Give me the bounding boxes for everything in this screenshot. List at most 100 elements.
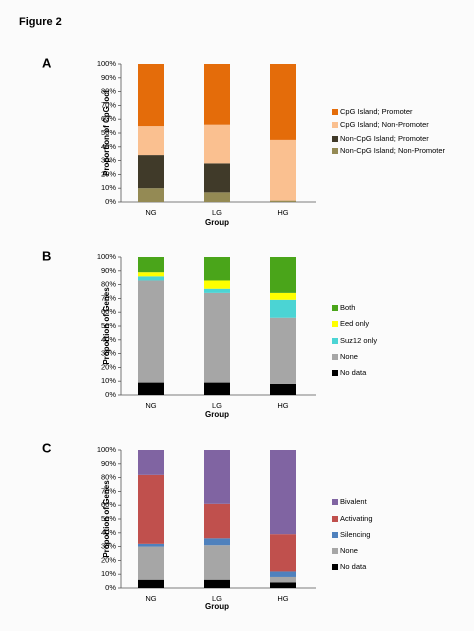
legend-label: CpG Island; Non-Promoter [340, 120, 429, 129]
y-tick-label: 10% [101, 376, 116, 385]
bar-HG-series-1 [270, 576, 296, 583]
legend-label: No data [340, 368, 367, 377]
legend-label: Non-CpG Island; Non-Promoter [340, 146, 446, 155]
y-tick-label: 90% [101, 459, 116, 468]
legend-swatch [332, 122, 338, 128]
bar-LG-series-4 [204, 450, 230, 504]
legend-swatch [332, 354, 338, 360]
legend-swatch [332, 499, 338, 505]
bar-LG-series-0 [204, 579, 230, 588]
bar-HG-series-4 [270, 450, 296, 535]
bar-LG-series-1 [204, 545, 230, 580]
y-tick-label: 100% [97, 445, 117, 454]
figure-title: Figure 2 [19, 16, 62, 28]
legend-swatch [332, 564, 338, 570]
y-tick-label: 0% [105, 390, 116, 399]
bar-NG-series-1 [138, 280, 164, 383]
bar-LG-series-0 [204, 382, 230, 395]
bar-NG-series-3 [138, 64, 164, 127]
bar-LG-series-2 [204, 538, 230, 546]
x-axis-title: Group [205, 218, 229, 227]
chart-panel-A: A 0% 10% 20% 30% 40% 50% 60% 70% 80% 90% 100% Propor… [42, 55, 446, 227]
legend-label: Suz12 only [340, 336, 377, 345]
y-tick-label: 80% [101, 87, 116, 96]
chart-panel-C: C 0% 10% 20% 30% 40% 50% 60% 70% 80% 90% 100% Propor… [42, 440, 373, 611]
legend-swatch [332, 305, 338, 311]
x-tick-label: NG [145, 401, 156, 410]
bar-LG-series-3 [204, 503, 230, 539]
legend-label: CpG Island; Promoter [340, 107, 413, 116]
chart-panel-B: B 0% 10% 20% 30% 40% 50% 60% 70% 80% 90% 100% Propor… [42, 248, 377, 419]
bar-HG-series-2 [270, 299, 296, 318]
y-tick-label: 30% [101, 542, 116, 551]
x-tick-label: HG [277, 594, 288, 603]
legend-label: Non-CpG Island; Promoter [340, 134, 429, 143]
x-tick-label: HG [277, 401, 288, 410]
y-tick-label: 70% [101, 100, 116, 109]
y-tick-label: 40% [101, 335, 116, 344]
legend-swatch [332, 321, 338, 327]
bar-NG-series-3 [138, 272, 164, 277]
bar-NG-series-3 [138, 474, 164, 544]
bar-LG-series-2 [204, 124, 230, 164]
panel-label: C [42, 440, 52, 455]
bar-HG-series-3 [270, 292, 296, 300]
bar-HG-series-2 [270, 139, 296, 201]
y-tick-label: 10% [101, 183, 116, 192]
bar-NG-series-2 [138, 543, 164, 547]
y-tick-label: 50% [101, 514, 116, 523]
y-tick-label: 20% [101, 169, 116, 178]
x-tick-label: LG [212, 594, 222, 603]
bar-LG-series-0 [204, 192, 230, 202]
bar-NG-series-0 [138, 382, 164, 395]
x-tick-label: LG [212, 208, 222, 217]
y-tick-label: 90% [101, 73, 116, 82]
y-tick-label: 20% [101, 362, 116, 371]
y-tick-label: 50% [101, 321, 116, 330]
bar-HG-series-3 [270, 534, 296, 572]
legend-label: No data [340, 562, 367, 571]
legend-label: Eed only [340, 319, 369, 328]
bar-NG-series-1 [138, 155, 164, 189]
y-tick-label: 30% [101, 156, 116, 165]
legend-swatch [332, 338, 338, 344]
legend-swatch [332, 516, 338, 522]
y-tick-label: 90% [101, 266, 116, 275]
panel-label: B [42, 248, 51, 263]
bar-LG-series-4 [204, 257, 230, 281]
y-tick-label: 10% [101, 569, 116, 578]
x-tick-label: HG [277, 208, 288, 217]
bar-HG-series-2 [270, 571, 296, 577]
legend-swatch [332, 109, 338, 115]
bar-HG-series-0 [270, 383, 296, 395]
y-tick-label: 70% [101, 293, 116, 302]
bar-NG-series-2 [138, 126, 164, 156]
y-tick-label: 50% [101, 128, 116, 137]
legend-swatch [332, 136, 338, 142]
x-axis-title: Group [205, 410, 229, 419]
x-tick-label: NG [145, 594, 156, 603]
legend-label: Both [340, 303, 355, 312]
y-axis-title: Proportion of CpG loci [102, 90, 111, 176]
bar-NG-series-4 [138, 450, 164, 475]
bar-NG-series-0 [138, 188, 164, 202]
legend-label: Silencing [340, 530, 370, 539]
x-tick-label: NG [145, 208, 156, 217]
y-axis-title: Proportion of Genes [102, 287, 111, 365]
legend-label: None [340, 546, 358, 555]
x-axis-title: Group [205, 602, 229, 611]
panel-label: A [42, 55, 52, 70]
y-tick-label: 60% [101, 500, 116, 509]
bar-LG-series-2 [204, 288, 230, 293]
y-tick-label: 70% [101, 486, 116, 495]
y-tick-label: 20% [101, 555, 116, 564]
y-tick-label: 100% [97, 59, 117, 68]
legend-label: Bivalent [340, 497, 368, 506]
legend-swatch [332, 548, 338, 554]
y-tick-label: 100% [97, 252, 117, 261]
y-tick-label: 60% [101, 307, 116, 316]
y-tick-label: 30% [101, 349, 116, 358]
bar-HG-series-1 [270, 317, 296, 384]
bar-NG-series-4 [138, 257, 164, 273]
